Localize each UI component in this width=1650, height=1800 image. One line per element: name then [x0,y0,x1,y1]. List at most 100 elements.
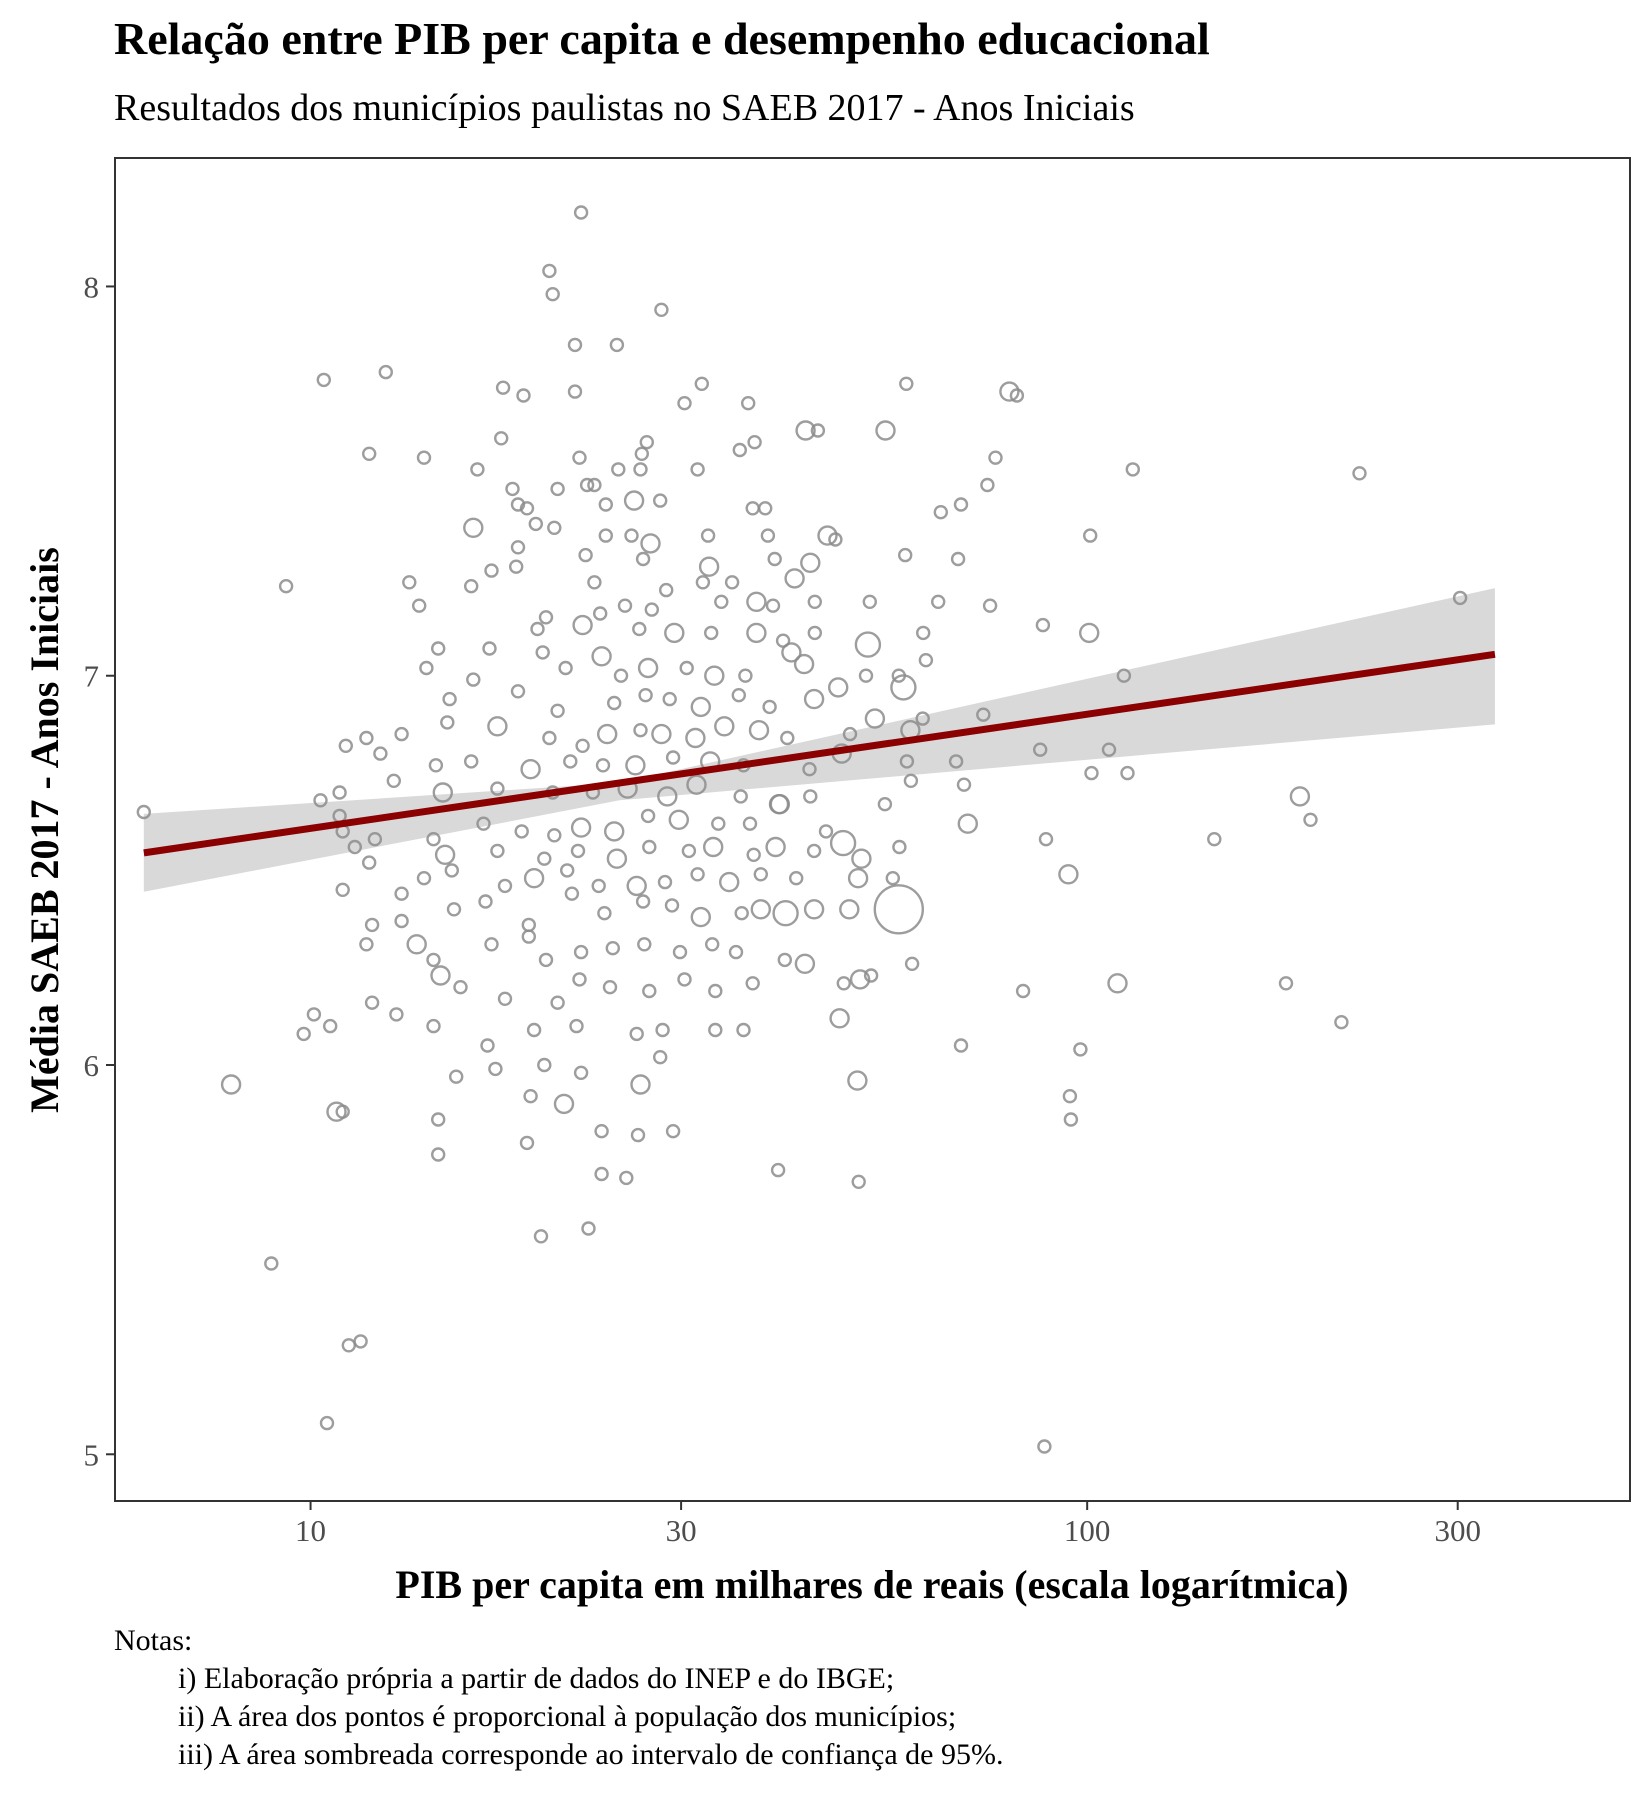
data-point [746,847,761,862]
data-point [394,913,409,929]
data-point [563,754,578,769]
data-point [564,886,580,901]
data-point [632,621,647,637]
data-point [528,516,543,532]
data-point [672,944,688,960]
data-point [364,995,380,1010]
data-point [545,287,560,302]
data-point [854,631,882,658]
data-point [807,625,822,641]
data-point [793,653,815,675]
data-point [593,606,608,621]
data-point [572,614,593,636]
data-point [1082,528,1098,543]
data-point [629,1026,644,1042]
data-point [573,944,589,960]
data-point [708,983,723,999]
data-point [800,552,821,573]
data-point [728,944,744,960]
data-point [136,804,152,820]
data-point [662,691,677,707]
data-point [653,493,668,508]
data-point [1120,765,1135,781]
data-point [664,898,680,913]
data-point [640,808,656,824]
data-point [509,559,524,574]
data-point [362,446,377,461]
data-point [918,653,934,668]
data-point [864,708,886,729]
data-point [1078,622,1100,644]
data-point [765,836,786,858]
x-tick-label: 300 [1434,1513,1481,1548]
data-point [1032,742,1048,757]
data-point [633,723,648,738]
data-point [770,1162,786,1178]
data-point [803,789,818,804]
data-point [736,1022,751,1038]
data-point [514,824,529,839]
data-point [677,396,692,411]
data-point [579,477,595,493]
data-point [818,824,834,839]
data-point [319,1415,335,1431]
data-point [430,965,451,986]
data-point [575,738,590,753]
data-point [904,956,920,971]
y-tick-label: 6 [84,1048,100,1083]
data-point [758,501,773,516]
data-point [784,568,805,589]
chart-subtitle: Resultados dos municípios paulistas no S… [114,87,1135,129]
data-point [892,839,907,855]
data-point [530,621,545,637]
data-point [1035,617,1051,633]
axes-layer: 5 6 7 8 10 30 100 300 [84,269,1481,1548]
data-point [453,980,468,995]
data-point [640,533,661,554]
data-point [572,450,587,465]
data-point [490,781,505,796]
data-point [639,435,654,450]
data-point [335,882,350,897]
data-point [885,871,900,886]
data-point [829,829,857,857]
data-point [587,575,602,590]
note-item: iii) A área sombreada corresponde ao int… [178,1738,1004,1771]
data-point [803,899,825,920]
data-point [624,528,639,543]
data-point [326,1101,347,1122]
data-point [664,622,685,644]
data-point [442,691,457,707]
data-point [488,1061,503,1077]
data-point [332,785,347,800]
data-point [432,782,453,803]
data-point [1125,462,1141,477]
data-point [642,983,657,999]
data-point [635,894,651,909]
data-point [976,707,991,722]
data-point [463,517,484,538]
data-point [931,594,946,609]
data-point [719,871,740,893]
data-point [695,575,711,590]
data-point [597,906,612,921]
data-point [842,726,858,742]
data-point [957,813,978,834]
data-point [466,672,481,687]
data-point [698,556,720,577]
data-point [802,762,817,777]
data-point [644,602,659,617]
data-point [1289,786,1311,807]
data-point [495,380,511,395]
data-point [807,594,822,609]
data-point [851,1174,866,1190]
data-point [746,591,767,612]
data-point [359,730,374,746]
data-point [630,1074,651,1095]
data-point [510,540,526,555]
data-point [653,1049,668,1065]
data-point [394,726,409,742]
data-point [482,641,497,656]
data-point [953,1038,969,1053]
